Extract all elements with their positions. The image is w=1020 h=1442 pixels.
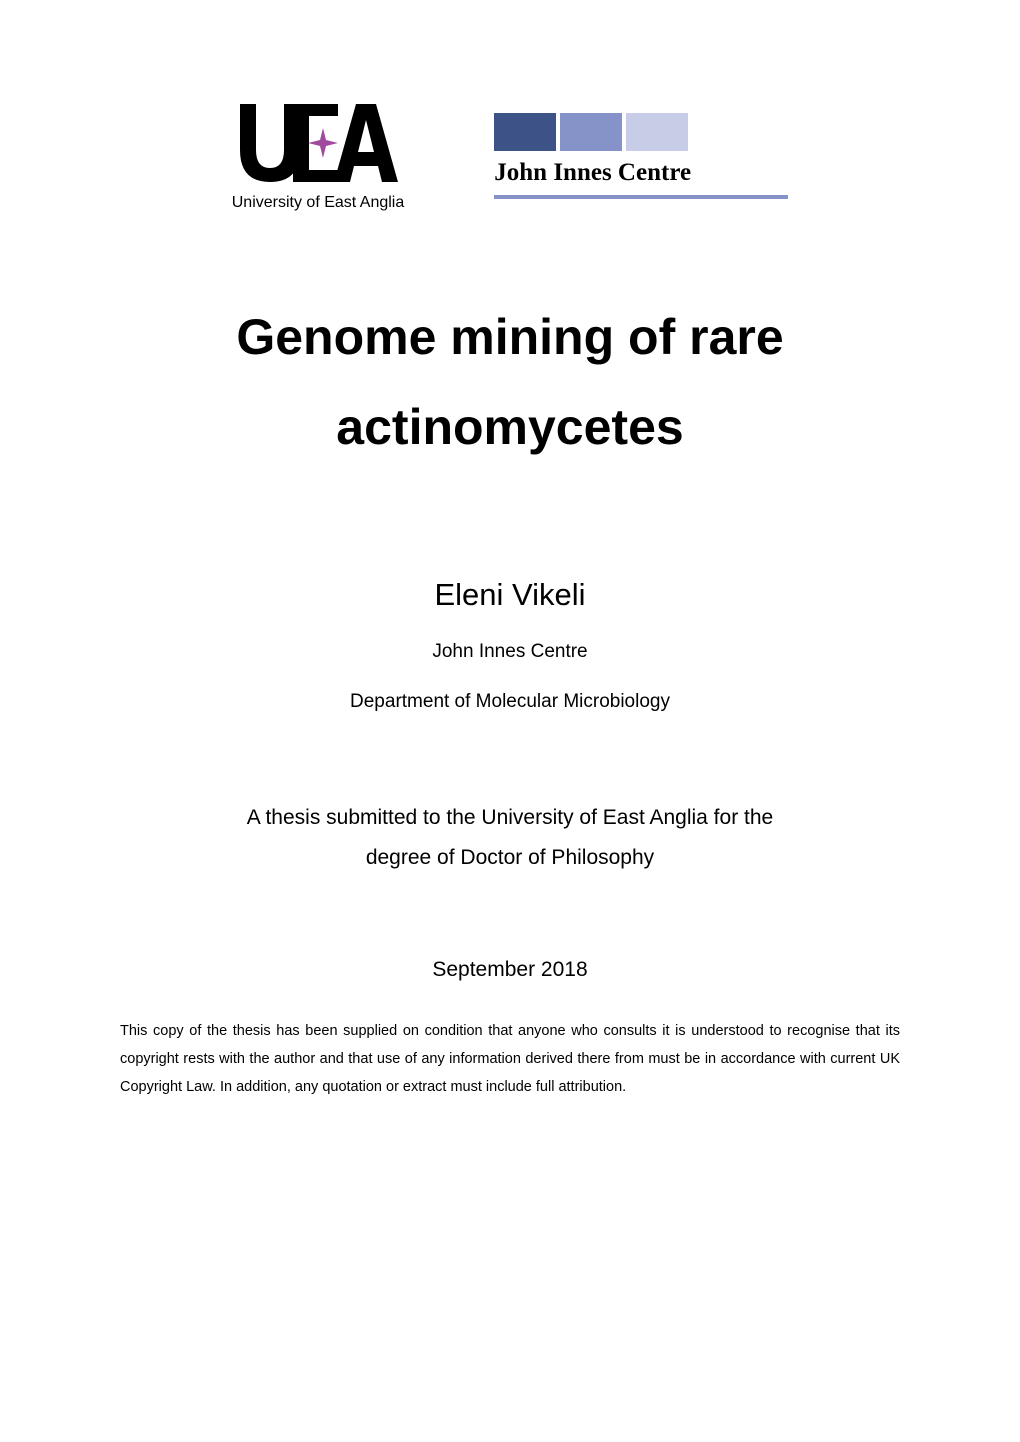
submission-section: A thesis submitted to the University of … [120,798,900,878]
date-section: September 2018 [120,958,900,982]
jic-color-blocks [494,113,688,151]
jic-underline [494,195,788,199]
jic-block-2 [560,113,622,151]
copyright-notice: This copy of the thesis has been supplie… [120,1017,900,1102]
affiliation-department: Department of Molecular Microbiology [120,691,900,713]
institution-logos-row: University of East Anglia John Innes Cen… [120,100,900,212]
jic-block-3 [626,113,688,151]
title-section: Genome mining of rare actinomycetes [120,292,900,472]
jic-logo: John Innes Centre [494,113,788,199]
uea-logo-text: University of East Anglia [232,194,405,212]
thesis-title-line-2: actinomycetes [120,382,900,472]
author-section: Eleni Vikeli [120,577,900,613]
uea-logo-mark [238,100,398,190]
submission-date: September 2018 [120,958,900,982]
submission-line-2: degree of Doctor of Philosophy [120,838,900,878]
uea-logo: University of East Anglia [232,100,405,212]
jic-logo-text: John Innes Centre [494,159,691,191]
submission-line-1: A thesis submitted to the University of … [120,798,900,838]
thesis-title-line-1: Genome mining of rare [120,292,900,382]
affiliation-section: John Innes Centre Department of Molecula… [120,641,900,713]
author-name: Eleni Vikeli [120,577,900,613]
jic-block-1 [494,113,556,151]
affiliation-centre: John Innes Centre [120,641,900,663]
thesis-title-page: University of East Anglia John Innes Cen… [0,0,1020,1442]
